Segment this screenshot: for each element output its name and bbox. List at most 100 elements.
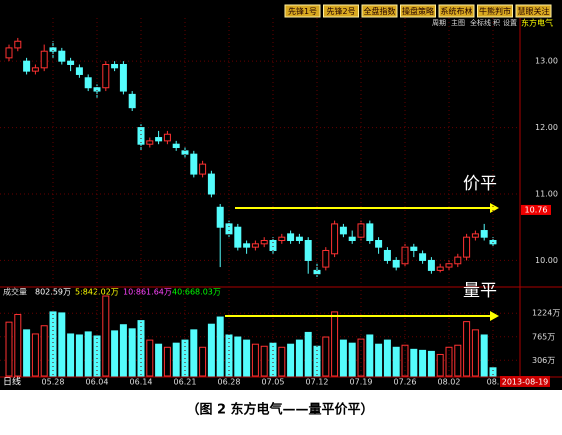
candle-body [225, 223, 233, 235]
toolbar-button-label[interactable]: 牛熊判市 [479, 6, 511, 16]
candle-body [23, 60, 31, 72]
candle-body [251, 243, 259, 248]
volume-bar [357, 338, 365, 377]
toolbar-button[interactable] [284, 4, 321, 18]
x-tick-label: 07.26 [394, 378, 417, 387]
volume-bar [410, 348, 418, 377]
menu-item[interactable]: 积 [493, 18, 500, 27]
menu-item[interactable]: 设置 [503, 18, 517, 27]
volume-bar [146, 339, 154, 377]
y-tick-label: 765万 [532, 332, 555, 341]
toolbar-button-label[interactable]: 先锋2号 [326, 6, 355, 16]
volume-bar [304, 331, 312, 377]
candle-body [348, 236, 356, 242]
volume-bar [128, 328, 136, 377]
candle-body [366, 223, 374, 242]
volume-bar [102, 295, 110, 377]
volume-bar [401, 344, 409, 377]
candle-body [278, 236, 286, 242]
x-tick-label: 08. [487, 378, 500, 387]
candle-body [401, 246, 409, 265]
y-tick-label: 10.00 [535, 256, 558, 265]
candle-body [163, 133, 171, 142]
volume-bar [251, 343, 259, 377]
candle-body [304, 240, 312, 261]
volume-bar [216, 316, 224, 377]
volume-bar [207, 323, 215, 377]
toolbar-button-label[interactable]: 操盘策略 [402, 6, 434, 16]
toolbar-button-label[interactable]: 先锋1号 [288, 6, 317, 16]
menu-item[interactable]: 全标线 [470, 18, 491, 27]
candle-body [383, 249, 391, 261]
x-tick-label: 06.14 [130, 378, 153, 387]
toolbar-button[interactable] [400, 4, 436, 18]
arrow-head [490, 311, 499, 321]
candle-body [84, 77, 92, 89]
y-tick-label: 13.00 [535, 57, 558, 66]
candle-body [322, 249, 330, 268]
volume-bar [427, 350, 435, 377]
x-tick-label: 07.05 [262, 378, 285, 387]
candle-body [216, 206, 224, 228]
candle-body [67, 60, 75, 65]
volume-bar [295, 339, 303, 377]
volume-bar [392, 346, 400, 377]
date-label: 2013-08-19 [502, 378, 549, 387]
volume-bar [31, 333, 39, 377]
toolbar-button[interactable] [323, 4, 359, 18]
volume-bar [75, 334, 83, 377]
candle-body [454, 256, 462, 265]
toolbar-button[interactable] [438, 4, 475, 18]
volume-bar [348, 342, 356, 377]
x-tick-label: 06.21 [174, 378, 197, 387]
candle-body [31, 67, 39, 72]
candle-body [5, 47, 13, 59]
volume-bar [454, 344, 462, 377]
candle-body [410, 246, 418, 251]
toolbar-button[interactable] [515, 4, 552, 18]
toolbar-button[interactable] [477, 4, 513, 18]
volume-bar [119, 324, 127, 377]
volume-bar [471, 329, 479, 377]
candle-body [287, 233, 295, 242]
menu-item[interactable]: 主图 [451, 18, 465, 27]
candle-body [119, 63, 127, 92]
candle-body [49, 47, 57, 52]
candle-body [480, 230, 488, 238]
toolbar-button-label[interactable]: 系统布林 [441, 6, 473, 16]
x-tick-label: 06.04 [86, 378, 109, 387]
candle-body [427, 259, 435, 271]
candle-body [75, 67, 83, 75]
candle-body [339, 226, 347, 235]
candle-body [445, 263, 453, 268]
toolbar-button-label[interactable]: 慧眼关注 [518, 6, 550, 16]
volume-title: 成交量 [3, 287, 27, 297]
x-tick-label: 08.02 [438, 378, 461, 387]
candle-body [40, 50, 48, 69]
x-tick-label: 07.12 [306, 378, 329, 387]
x-tick-label: 06.28 [218, 378, 241, 387]
x-tick-label: 07.19 [350, 378, 373, 387]
candle-body [419, 253, 427, 261]
volume-bar [287, 343, 295, 377]
x-tick-label: 05.28 [42, 378, 65, 387]
candle-body [260, 240, 268, 245]
volume-bar [93, 335, 101, 377]
candle-body [14, 40, 22, 49]
toolbar-button-label[interactable]: 全盘指数 [364, 6, 396, 16]
toolbar-button[interactable] [361, 4, 398, 18]
y-tick-label: 11.00 [535, 190, 558, 199]
candle-body [146, 140, 154, 145]
candle-body [111, 63, 119, 69]
volume-bar [269, 342, 277, 377]
arrow-head [490, 203, 499, 213]
candle-body [172, 143, 180, 149]
volume-bar [163, 346, 171, 377]
volume-bar [339, 339, 347, 377]
menu-item[interactable]: 周期 [432, 19, 446, 27]
y-tick-label: 1224万 [532, 309, 560, 318]
candle-body [128, 93, 136, 109]
volume-bar [489, 367, 497, 377]
